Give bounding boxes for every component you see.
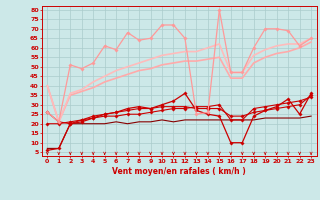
X-axis label: Vent moyen/en rafales ( km/h ): Vent moyen/en rafales ( km/h ) xyxy=(112,167,246,176)
